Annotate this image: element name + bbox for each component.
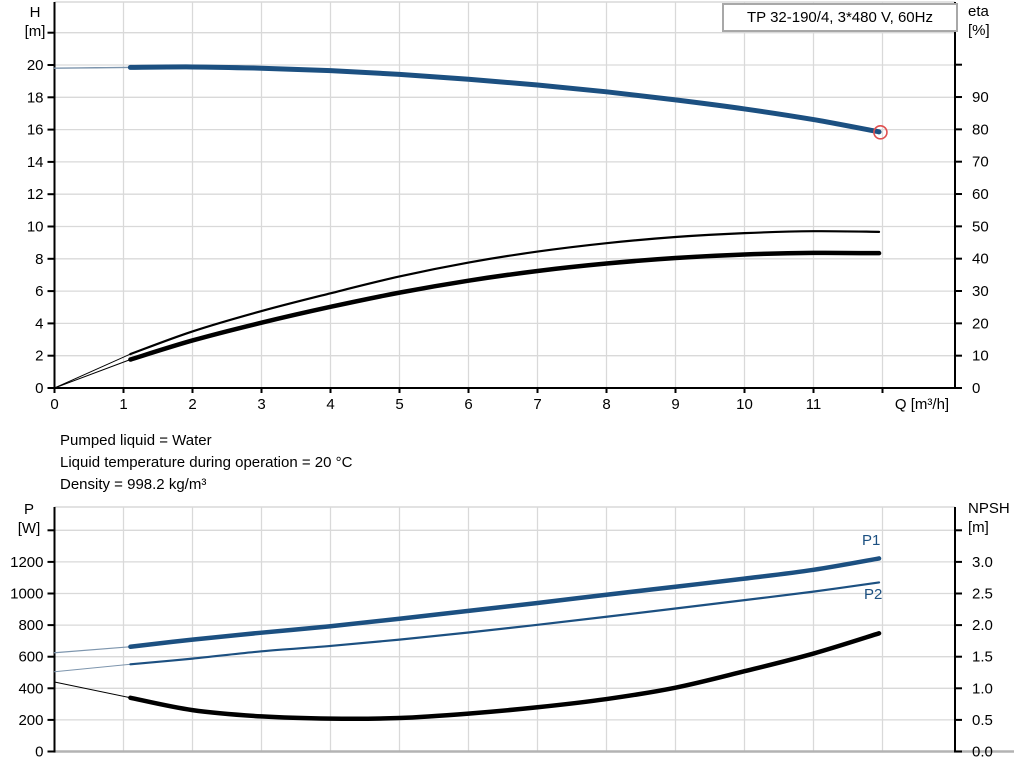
x-axis-tick-label: 0 [50, 396, 58, 413]
power-npsh-chart: 0 200 400 600 800 1000 1200 0.0 0.5 1.0 1.5 2.0 2.5 3… [10, 506, 1014, 761]
left-axis-tick-label: 800 [18, 617, 43, 634]
left-axis-tick-label: 400 [18, 680, 43, 697]
right-axis-tick-label: 90 [972, 89, 989, 106]
pump-model-title-box: TP 32-190/4, 3*480 V, 60Hz [722, 3, 958, 32]
x-axis-tick-label: 5 [395, 396, 403, 413]
left-axis-tick-label: 600 [18, 649, 43, 666]
right-axis-tick-label: 3.0 [972, 554, 993, 571]
npsh-curve-extension [54, 681, 131, 699]
left-axis-tick-label: 4 [35, 315, 43, 332]
left-axis-tick-label: 6 [35, 283, 43, 300]
p1-curve-extension [53, 646, 131, 654]
x-axis-tick-label: 8 [602, 396, 610, 413]
x-axis-tick-label: 10 [736, 396, 753, 413]
eta-axis-title: eta [%] [968, 3, 990, 39]
x-axis-tick-label: 1 [119, 396, 127, 413]
left-axis-tick-label: 18 [27, 89, 44, 106]
left-axis-tick-label: 2 [35, 348, 43, 365]
p2-series-label: P2 [864, 586, 883, 603]
x-axis-tick-label: 6 [464, 396, 472, 413]
right-axis-tick-label: 0.5 [972, 712, 993, 729]
p2-curve [129, 581, 881, 666]
right-axis-tick-label: 30 [972, 283, 989, 300]
npsh-axis-title: NPSH [m] [968, 500, 1010, 536]
p1-curve [128, 556, 882, 649]
x-axis-tick-label: 7 [533, 396, 541, 413]
right-axis-tick-label: 40 [972, 251, 989, 268]
efficiency2-curve [128, 250, 882, 362]
x-axis-tick-label: 2 [188, 396, 196, 413]
h-axis-title: H [m] [24, 4, 46, 40]
p1-series-label: P1 [862, 532, 881, 549]
right-axis-tick-label: 1.0 [972, 680, 993, 697]
efficiency1-curve-extension [54, 353, 131, 389]
right-axis-tick-label: 1.5 [972, 649, 993, 666]
efficiency2-curve-extension [54, 359, 131, 389]
info-pumped-liquid: Pumped liquid = Water [60, 432, 212, 449]
x-axis-tick-label: 9 [671, 396, 679, 413]
right-axis-tick-label: 2.0 [972, 617, 993, 634]
left-axis-tick-label: 200 [18, 712, 43, 729]
left-axis-tick-label: 14 [27, 154, 44, 171]
left-axis-tick-label: 12 [27, 186, 44, 203]
left-axis-tick-label: 16 [27, 122, 44, 139]
right-axis-tick-label: 2.5 [972, 586, 993, 603]
liquid-info-block: Pumped liquid = Water Liquid temperature… [60, 430, 352, 496]
q-axis-title: Q [m³/h] [894, 396, 950, 413]
left-axis-tick-label: 0 [35, 380, 43, 397]
x-axis-tick-label: 3 [257, 396, 265, 413]
head-curve-extension [53, 66, 132, 69]
info-density: Density = 998.2 kg/m³ [60, 476, 207, 493]
right-axis-tick-label: 0 [972, 380, 980, 397]
p-axis-title: P [W] [17, 501, 41, 537]
left-axis-tick-label: 10 [27, 219, 44, 236]
right-axis-tick-label: 0.0 [972, 744, 993, 761]
head-curve [127, 64, 882, 135]
left-axis-tick-label: 20 [27, 57, 44, 74]
right-axis-tick-label: 10 [972, 348, 989, 365]
pump-model-title: TP 32-190/4, 3*480 V, 60Hz [747, 9, 933, 26]
right-axis-tick-label: 50 [972, 218, 989, 235]
p2-curve-extension [54, 663, 131, 673]
npsh-curve [128, 631, 882, 722]
left-axis-tick-label: 8 [35, 251, 43, 268]
right-axis-tick-label: 70 [972, 154, 989, 171]
left-axis-tick-label: 1000 [10, 586, 43, 603]
left-axis-tick-label: 1200 [10, 554, 43, 571]
x-axis-tick-label: 11 [806, 396, 822, 413]
right-axis-tick-label: 80 [972, 121, 989, 138]
efficiency1-curve [129, 230, 881, 356]
duty-point-marker [873, 125, 888, 140]
right-axis-tick-label: 60 [972, 186, 989, 203]
left-axis-tick-label: 0 [35, 744, 43, 761]
info-liquid-temperature: Liquid temperature during operation = 20… [60, 454, 353, 471]
x-axis-tick-label: 4 [326, 396, 334, 413]
right-axis-tick-label: 20 [972, 315, 989, 332]
